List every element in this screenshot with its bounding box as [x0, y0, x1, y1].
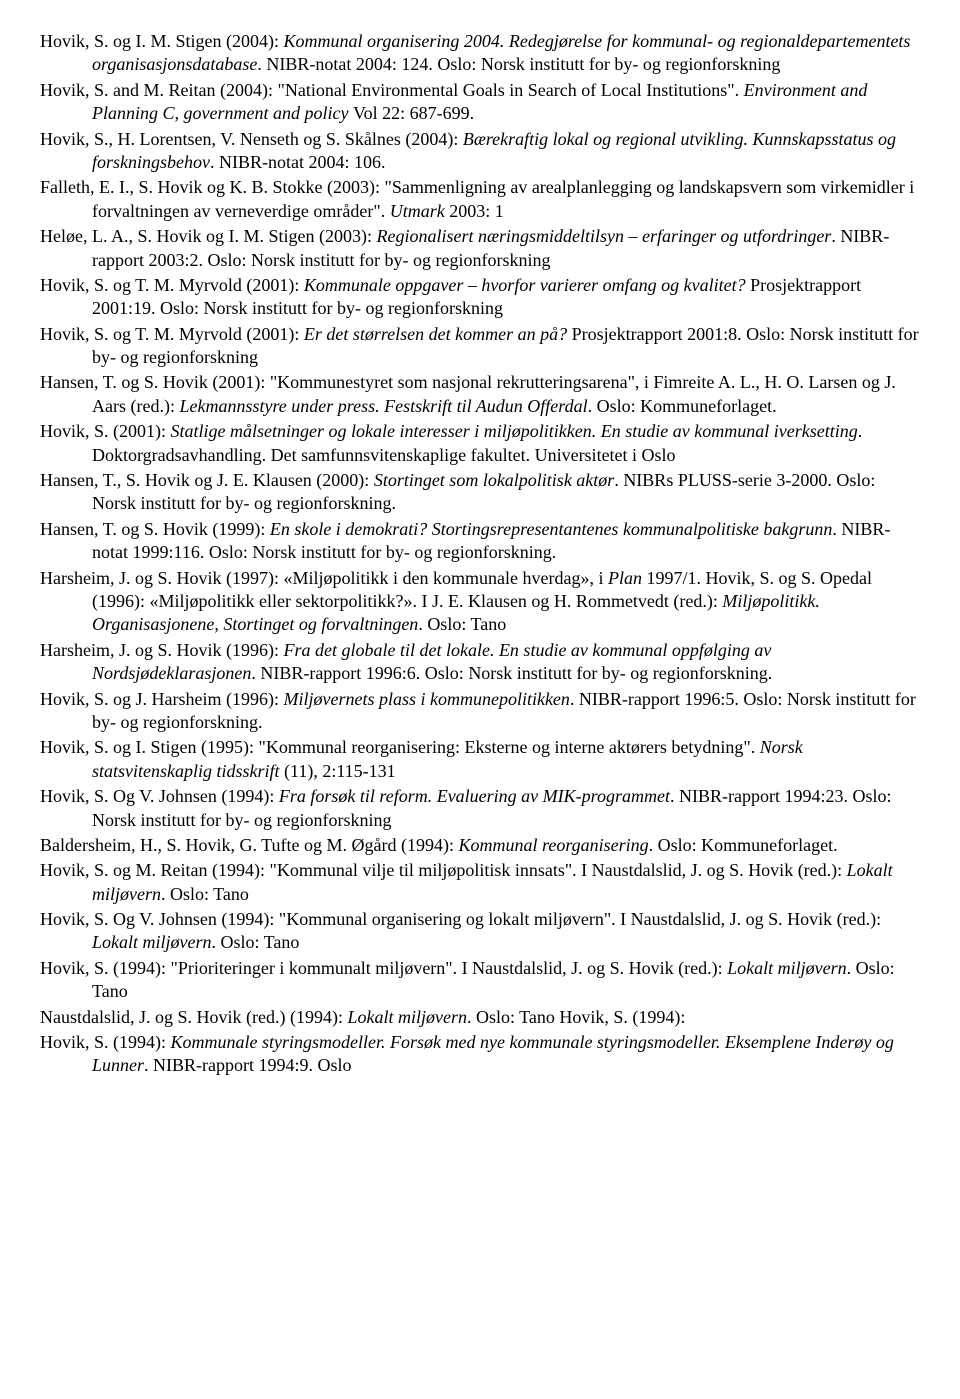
bibliography-entry: Hovik, S. Og V. Johnsen (1994): "Kommuna… — [40, 908, 920, 955]
entry-title: Lokalt miljøvern — [347, 1007, 467, 1027]
entry-text: . NIBR-rapport 1994:9. Oslo — [144, 1055, 351, 1075]
entry-text: Hovik, S. (1994): "Prioriteringer i komm… — [40, 958, 727, 978]
entry-title: Lokalt miljøvern — [92, 932, 212, 952]
bibliography-entry: Hovik, S. and M. Reitan (2004): "Nationa… — [40, 79, 920, 126]
entry-title: Lokalt miljøvern — [727, 958, 847, 978]
entry-title: Miljøvernets plass i kommunepolitikken — [283, 689, 569, 709]
bibliography-entry: Hovik, S. og M. Reitan (1994): "Kommunal… — [40, 859, 920, 906]
entry-text: Hovik, S. (1994): — [40, 1032, 171, 1052]
entry-text: Hovik, S. og J. Harsheim (1996): — [40, 689, 283, 709]
bibliography-entry: Hovik, S. og I. M. Stigen (2004): Kommun… — [40, 30, 920, 77]
entry-text: 2003: 1 — [449, 201, 504, 221]
entry-text: Hovik, S., H. Lorentsen, V. Nenseth og S… — [40, 129, 463, 149]
entry-text: (11), 2:115-131 — [284, 761, 396, 781]
entry-text: Hansen, T., S. Hovik og J. E. Klausen (2… — [40, 470, 374, 490]
entry-text: Hovik, S. Og V. Johnsen (1994): — [40, 786, 279, 806]
entry-text: . Oslo: Tano — [161, 884, 249, 904]
bibliography-entry: Heløe, L. A., S. Hovik og I. M. Stigen (… — [40, 225, 920, 272]
entry-title: En skole i demokrati? Stortingsrepresent… — [270, 519, 833, 539]
entry-title: Stortinget som lokalpolitisk aktør — [374, 470, 615, 490]
entry-text: . NIBR-notat 2004: 124. Oslo: Norsk inst… — [257, 54, 780, 74]
entry-text: Harsheim, J. og S. Hovik (1997): «Miljøp… — [40, 568, 608, 588]
bibliography-entry: Naustdalslid, J. og S. Hovik (red.) (199… — [40, 1006, 920, 1029]
entry-text: . Oslo: Kommuneforlaget. — [588, 396, 777, 416]
entry-text: . Oslo: Kommuneforlaget. — [649, 835, 838, 855]
entry-text: Hovik, S. og M. Reitan (1994): "Kommunal… — [40, 860, 847, 880]
bibliography-entry: Harsheim, J. og S. Hovik (1996): Fra det… — [40, 639, 920, 686]
entry-title: Kommunale oppgaver – hvorfor varierer om… — [304, 275, 746, 295]
entry-text: Naustdalslid, J. og S. Hovik (red.) (199… — [40, 1007, 347, 1027]
bibliography-entry: Hansen, T., S. Hovik og J. E. Klausen (2… — [40, 469, 920, 516]
bibliography-entry: Hovik, S. og I. Stigen (1995): "Kommunal… — [40, 736, 920, 783]
entry-text: Hovik, S. og I. M. Stigen (2004): — [40, 31, 284, 51]
bibliography-entry: Hovik, S., H. Lorentsen, V. Nenseth og S… — [40, 128, 920, 175]
bibliography-list: Hovik, S. og I. M. Stigen (2004): Kommun… — [40, 30, 920, 1078]
entry-text: Heløe, L. A., S. Hovik og I. M. Stigen (… — [40, 226, 376, 246]
bibliography-entry: Falleth, E. I., S. Hovik og K. B. Stokke… — [40, 176, 920, 223]
bibliography-entry: Hovik, S. (1994): "Prioriteringer i komm… — [40, 957, 920, 1004]
bibliography-entry: Hansen, T. og S. Hovik (1999): En skole … — [40, 518, 920, 565]
bibliography-entry: Baldersheim, H., S. Hovik, G. Tufte og M… — [40, 834, 920, 857]
bibliography-entry: Hovik, S. (1994): Kommunale styringsmode… — [40, 1031, 920, 1078]
entry-text: Harsheim, J. og S. Hovik (1996): — [40, 640, 283, 660]
entry-title: Regionalisert næringsmiddeltilsyn – erfa… — [376, 226, 831, 246]
entry-title: Statlige målsetninger og lokale interess… — [171, 421, 858, 441]
bibliography-entry: Hovik, S. og T. M. Myrvold (2001): Er de… — [40, 323, 920, 370]
entry-text: Hovik, S. og I. Stigen (1995): "Kommunal… — [40, 737, 760, 757]
entry-title: Kommunal reorganisering — [458, 835, 648, 855]
entry-text: . Oslo: Tano — [418, 614, 506, 634]
entry-text: Hovik, S. og T. M. Myrvold (2001): — [40, 275, 304, 295]
entry-text: Vol 22: 687-699. — [353, 103, 474, 123]
entry-title: Er det størrelsen det kommer an på? — [304, 324, 567, 344]
entry-text: . NIBR-rapport 1996:6. Oslo: Norsk insti… — [251, 663, 772, 683]
entry-title: Utmark — [390, 201, 450, 221]
bibliography-entry: Hovik, S. og J. Harsheim (1996): Miljøve… — [40, 688, 920, 735]
entry-text: Hovik, S. (2001): — [40, 421, 171, 441]
bibliography-entry: Hovik, S. (2001): Statlige målsetninger … — [40, 420, 920, 467]
entry-text: Hovik, S. og T. M. Myrvold (2001): — [40, 324, 304, 344]
bibliography-entry: Hovik, S. Og V. Johnsen (1994): Fra fors… — [40, 785, 920, 832]
entry-text: . Oslo: Tano Hovik, S. (1994): — [467, 1007, 685, 1027]
bibliography-entry: Hovik, S. og T. M. Myrvold (2001): Kommu… — [40, 274, 920, 321]
entry-text: . NIBR-notat 2004: 106. — [210, 152, 386, 172]
entry-text: Hansen, T. og S. Hovik (1999): — [40, 519, 270, 539]
entry-text: . Oslo: Tano — [212, 932, 300, 952]
entry-text: Hovik, S. and M. Reitan (2004): "Nationa… — [40, 80, 744, 100]
entry-text: Baldersheim, H., S. Hovik, G. Tufte og M… — [40, 835, 458, 855]
entry-text: Hovik, S. Og V. Johnsen (1994): "Kommuna… — [40, 909, 881, 929]
bibliography-entry: Harsheim, J. og S. Hovik (1997): «Miljøp… — [40, 567, 920, 637]
entry-title: Plan — [608, 568, 647, 588]
bibliography-entry: Hansen, T. og S. Hovik (2001): "Kommunes… — [40, 371, 920, 418]
entry-title: Fra forsøk til reform. Evaluering av MIK… — [279, 786, 670, 806]
entry-title: Lekmannsstyre under press. Festskrift ti… — [179, 396, 587, 416]
